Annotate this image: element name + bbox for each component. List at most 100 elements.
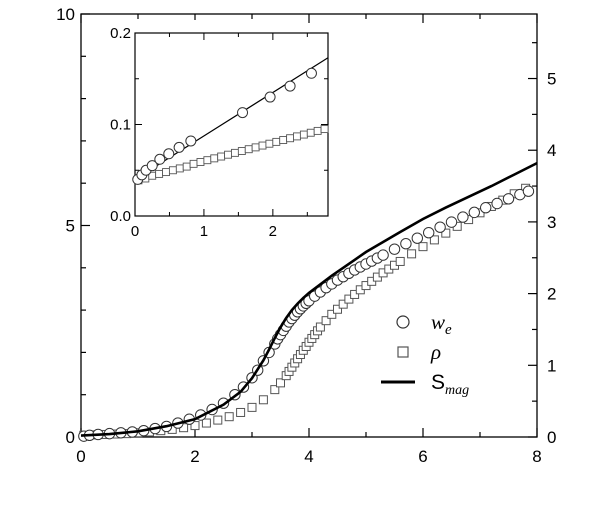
smag-line bbox=[80, 161, 538, 437]
legend-label-sub: e bbox=[445, 322, 452, 338]
rho-point bbox=[344, 294, 354, 304]
rho-inset-point bbox=[272, 137, 281, 146]
we-point bbox=[457, 211, 469, 223]
we-inset-point bbox=[284, 80, 296, 92]
rho-inset-point bbox=[313, 126, 322, 135]
legend-label: Smag bbox=[431, 371, 469, 398]
we-point bbox=[491, 197, 503, 210]
rho-inset-point bbox=[196, 158, 205, 166]
inset-x-tick-label: 1 bbox=[200, 223, 208, 240]
we-inset-point bbox=[185, 135, 197, 147]
we-point bbox=[522, 185, 535, 197]
we_inset-fit-line bbox=[134, 57, 329, 180]
rho-inset-point bbox=[162, 168, 170, 177]
we-inset-point bbox=[146, 160, 158, 172]
y-left-tick-label: 0 bbox=[66, 428, 75, 447]
we-inset-point bbox=[163, 148, 175, 160]
rho-point bbox=[315, 322, 325, 332]
rho-inset-point bbox=[203, 156, 212, 165]
we-point bbox=[400, 237, 412, 250]
we-point bbox=[377, 249, 389, 261]
y-right-tick-label: 3 bbox=[547, 213, 556, 232]
y-right-tick-label: 4 bbox=[547, 141, 556, 160]
rho-point bbox=[247, 402, 257, 412]
inset-x-tick-label: 0 bbox=[131, 223, 139, 240]
rho-point bbox=[258, 395, 268, 405]
x-tick-label: 2 bbox=[190, 447, 199, 466]
inset-x-tick-label: 2 bbox=[269, 223, 277, 240]
legend-label: we bbox=[431, 310, 452, 338]
rho-inset-point bbox=[189, 159, 198, 168]
rho-point bbox=[270, 385, 280, 395]
x-tick-label: 0 bbox=[76, 447, 85, 466]
we-inset-point bbox=[264, 91, 276, 103]
rho-point bbox=[333, 304, 342, 314]
rho-point bbox=[338, 299, 348, 309]
we-inset-point bbox=[154, 153, 166, 165]
we-point bbox=[434, 221, 446, 233]
legend: weρ Smag bbox=[381, 310, 469, 398]
inset-axes: 0 1 2 0.0 0.1 0.2 bbox=[110, 25, 329, 240]
y-right-tick-label: 1 bbox=[547, 356, 556, 375]
rho-inset-point bbox=[299, 130, 308, 139]
rho-inset-point bbox=[279, 136, 288, 145]
legend-marker-circle bbox=[396, 315, 410, 329]
inset-frame-box bbox=[134, 32, 329, 217]
we-inset-point bbox=[173, 141, 185, 153]
rho-inset-point bbox=[237, 147, 246, 155]
rho-point bbox=[190, 421, 200, 431]
rho-point bbox=[395, 256, 405, 266]
inset-chart: 0 1 2 0.0 0.1 0.2 bbox=[96, 20, 329, 242]
inset-y-tick-label: 0.1 bbox=[110, 117, 131, 134]
legend-item-we: we bbox=[396, 310, 452, 338]
legend-label-sub: mag bbox=[445, 383, 469, 398]
rho-inset-point bbox=[251, 143, 260, 152]
we-inset-point bbox=[237, 107, 249, 119]
rho-inset-point bbox=[293, 132, 301, 141]
rho-inset-point bbox=[182, 162, 191, 171]
legend-marker-square bbox=[397, 346, 409, 358]
rho-inset-point bbox=[175, 164, 184, 173]
we-point bbox=[502, 193, 515, 205]
we-point bbox=[480, 202, 492, 214]
inset-y-tick-label: 0.0 bbox=[110, 208, 131, 225]
we-point bbox=[388, 243, 401, 255]
we-point bbox=[411, 232, 423, 244]
rho-point bbox=[407, 249, 417, 259]
rho-point bbox=[213, 415, 223, 425]
rho-point bbox=[236, 407, 246, 417]
inset-plot-area bbox=[132, 57, 329, 185]
rho-point bbox=[418, 242, 428, 252]
legend-label: ρ bbox=[430, 340, 441, 364]
rho-point bbox=[327, 309, 337, 319]
main-axes: 0 2 4 6 8 0 5 10 0 1 2 3 4 5 bbox=[56, 5, 556, 466]
we-point bbox=[468, 206, 480, 219]
rho-inset-point bbox=[258, 141, 267, 150]
rho-inset-point bbox=[168, 166, 177, 175]
rho-inset-point bbox=[217, 152, 226, 161]
rho-inset-point bbox=[210, 154, 219, 163]
rho-inset-point bbox=[230, 148, 239, 157]
rho-inset-point bbox=[286, 134, 295, 143]
rho-inset-point bbox=[320, 125, 329, 134]
legend-item-rho: ρ bbox=[397, 340, 441, 364]
y-left-tick-label: 5 bbox=[66, 217, 75, 236]
rho-point bbox=[224, 412, 234, 422]
y-right-tick-label: 2 bbox=[547, 285, 556, 304]
rho-inset-point bbox=[244, 145, 253, 154]
rho-inset-point bbox=[265, 139, 274, 148]
we-point bbox=[423, 226, 435, 239]
x-tick-label: 6 bbox=[418, 447, 427, 466]
x-tick-label: 8 bbox=[532, 447, 541, 466]
rho-inset-point bbox=[155, 169, 164, 178]
y-right-tick-label: 5 bbox=[547, 70, 556, 89]
x-tick-label: 4 bbox=[304, 447, 313, 466]
legend-item-smag: Smag bbox=[381, 371, 469, 398]
we-inset-point bbox=[305, 67, 317, 79]
y-left-tick-label: 10 bbox=[56, 5, 75, 24]
rho-point bbox=[201, 418, 211, 428]
rho-point bbox=[276, 378, 285, 388]
inset-y-tick-label: 0.2 bbox=[110, 25, 131, 42]
main-plot-area bbox=[78, 161, 538, 442]
